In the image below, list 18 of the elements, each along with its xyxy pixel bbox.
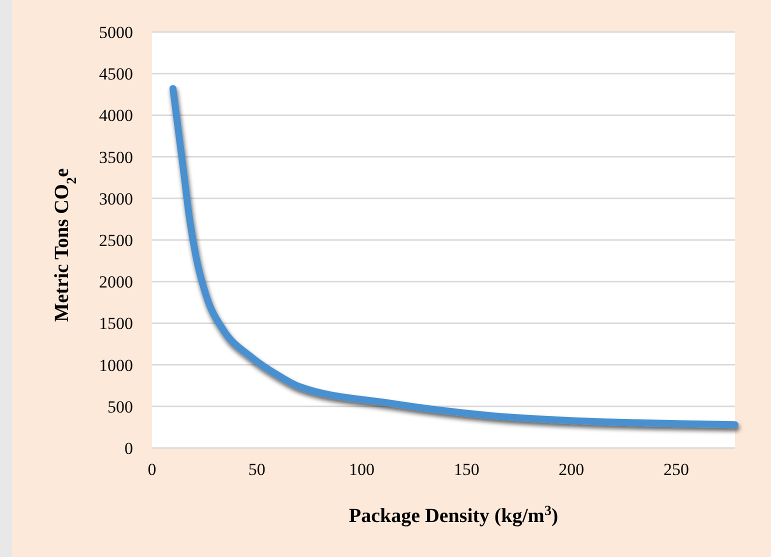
y-tick-label: 2500	[99, 230, 133, 250]
y-tick-label: 4500	[99, 64, 133, 84]
y-tick-label: 500	[108, 397, 133, 416]
x-tick-label: 50	[248, 460, 266, 479]
x-tick-label: 150	[454, 460, 480, 479]
x-axis-title: Package Density (kg/m$^{3}$)	[348, 504, 558, 527]
x-tick-label: 250	[664, 460, 690, 479]
y-tick-label: 0	[124, 438, 133, 458]
y-tick-label: 3000	[99, 189, 133, 208]
y-tick-label: 5000	[99, 22, 133, 42]
x-tick-label: 100	[348, 460, 374, 479]
x-tick-label: 200	[558, 460, 584, 479]
y-tick-label: 1000	[99, 356, 133, 375]
x-tick-label: 0	[148, 460, 156, 479]
y-tick-label: 1500	[99, 314, 133, 334]
y-tick-label: 4000	[99, 106, 133, 126]
y-tick-label: 2000	[99, 272, 133, 292]
y-tick-label: 3500	[99, 148, 133, 167]
